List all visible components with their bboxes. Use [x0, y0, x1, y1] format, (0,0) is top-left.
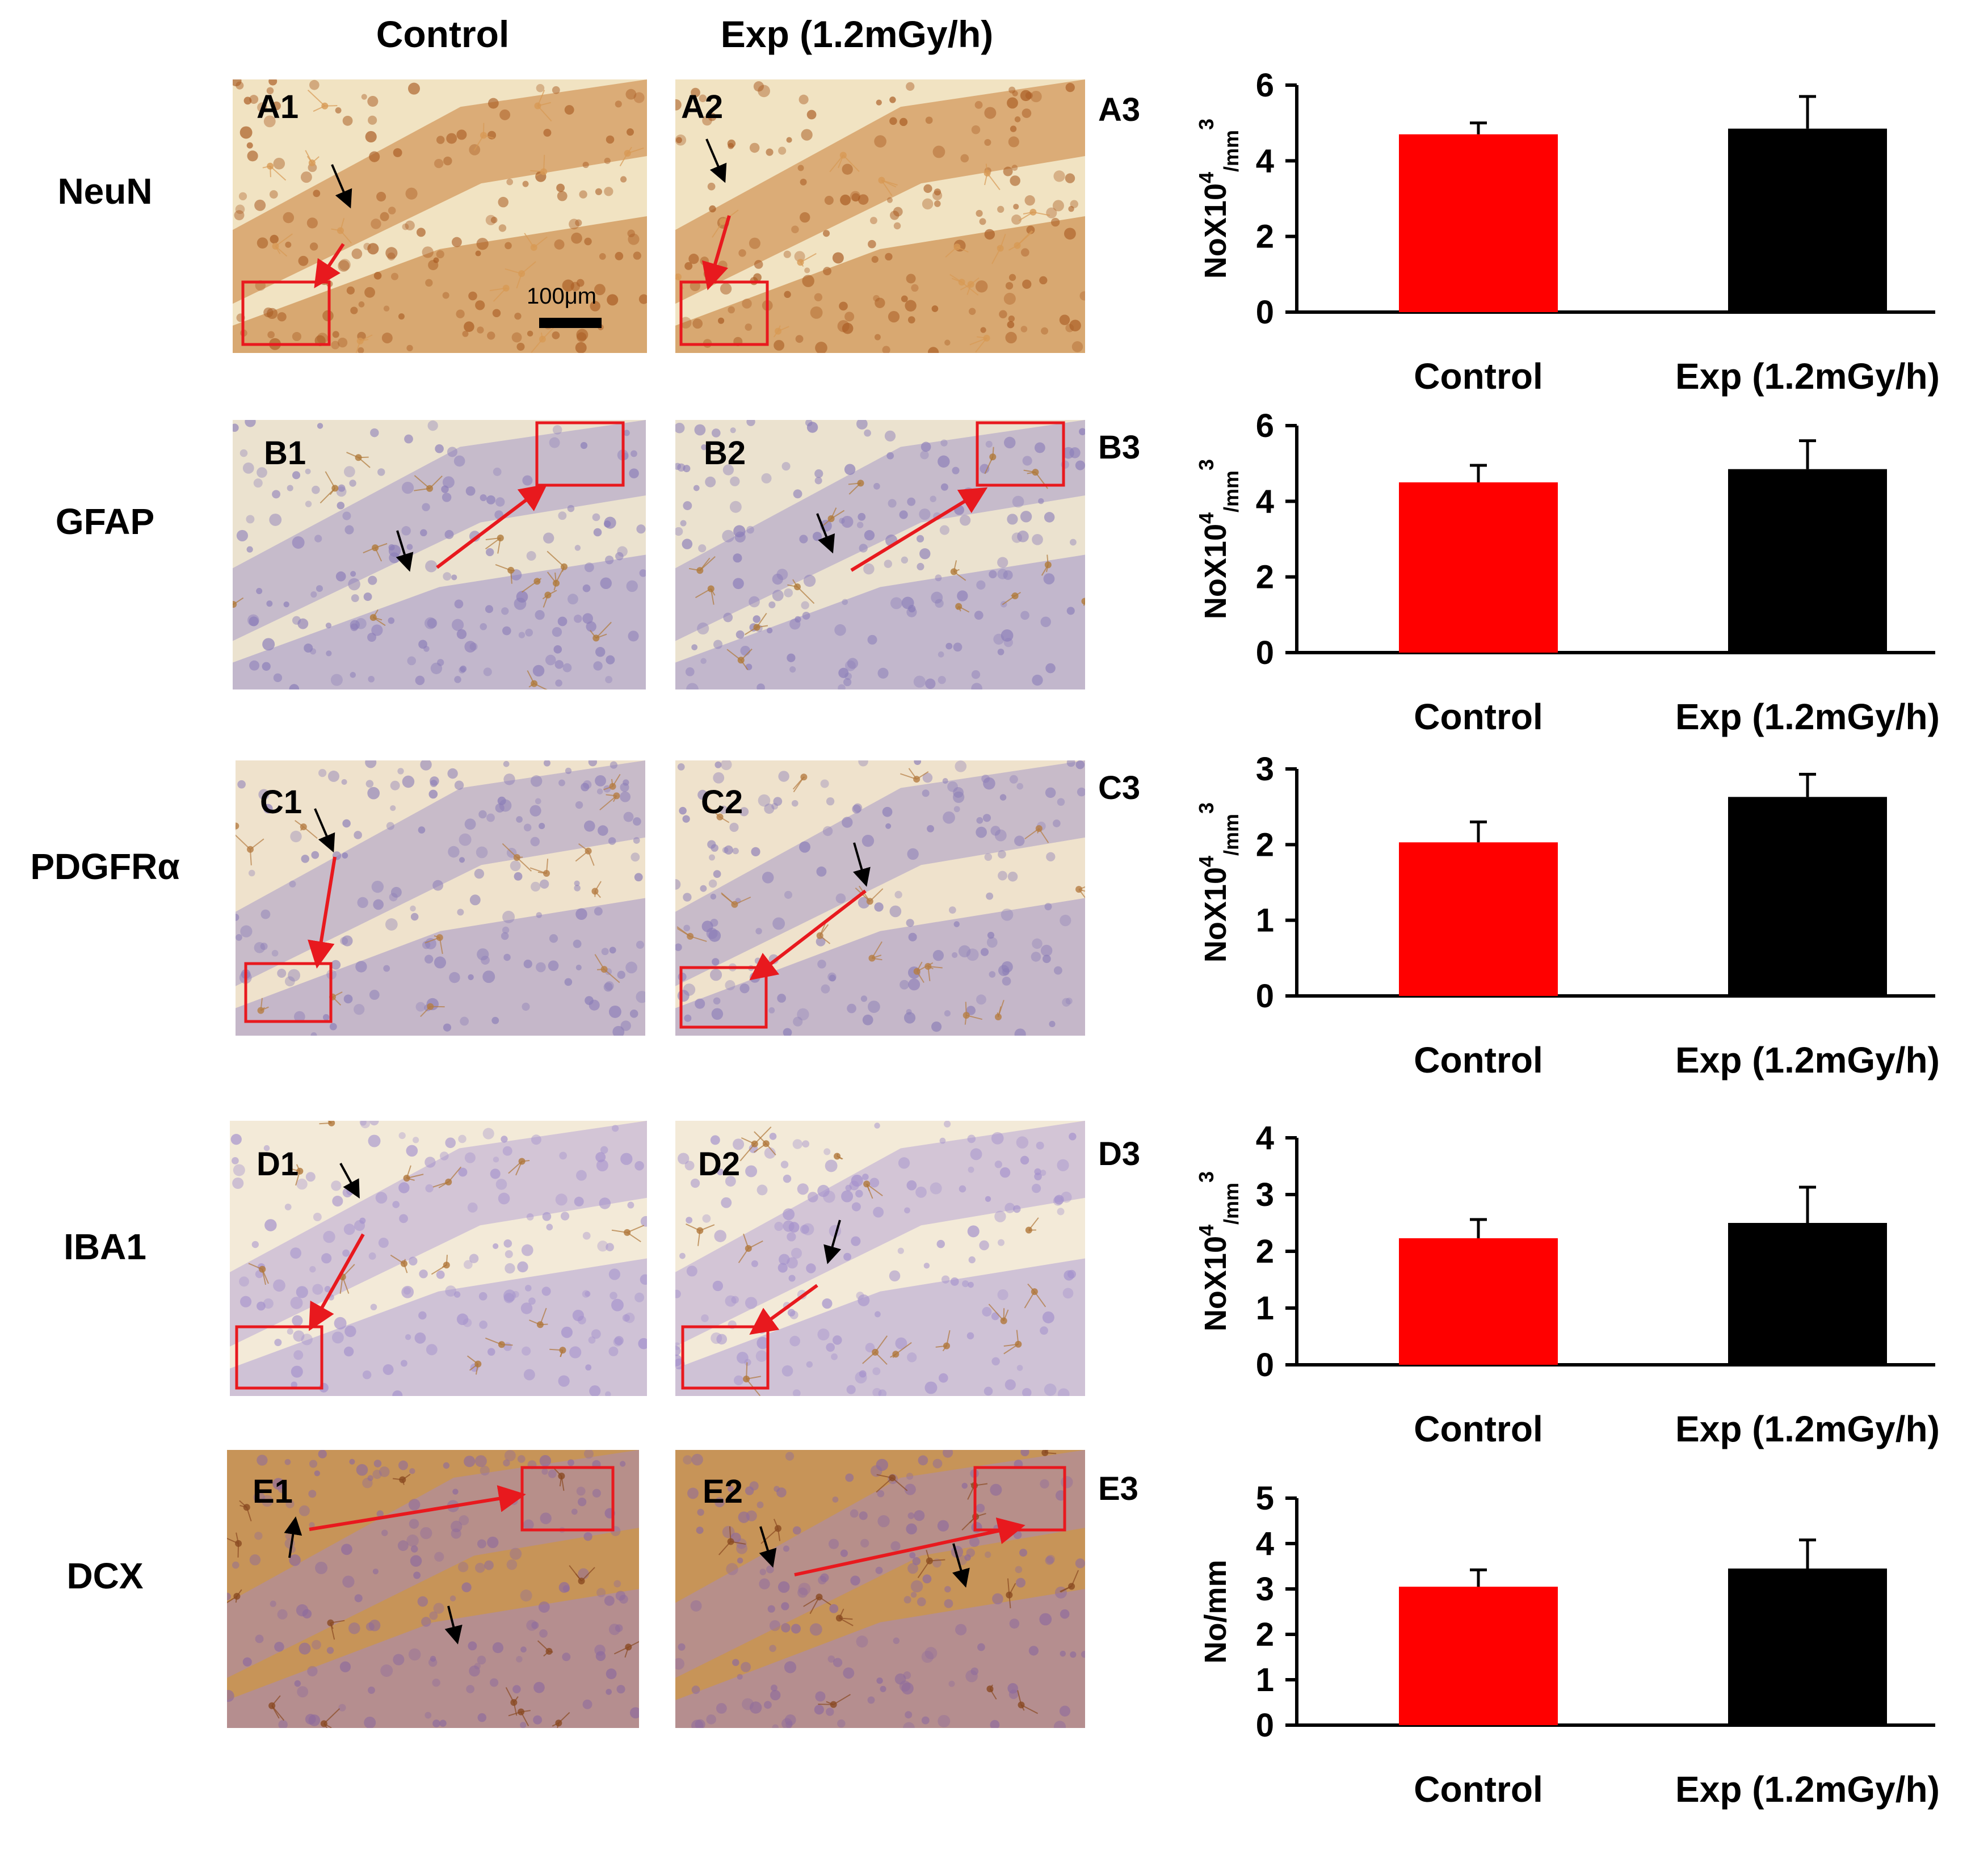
y-tick-label: 0	[1256, 1707, 1274, 1744]
panel-label-c1: C1	[260, 784, 302, 821]
row-label-neun: NeuN	[57, 171, 153, 212]
panel-label-a1: A1	[257, 89, 299, 125]
panel-label-d3: D3	[1098, 1136, 1141, 1172]
y-tick-label: 2	[1256, 559, 1274, 596]
column-header-control: Control	[376, 13, 510, 55]
y-tick-label: 0	[1256, 634, 1274, 671]
row-label-dcx: DCX	[66, 1555, 144, 1596]
bar-control	[1399, 1587, 1558, 1725]
x-category-label: Exp (1.2mGy/h)	[1675, 1769, 1940, 1810]
micrograph-d1	[230, 1121, 647, 1396]
bar-control	[1399, 1238, 1558, 1365]
panel-label-e2: E2	[703, 1473, 743, 1510]
y-tick-label: 4	[1256, 142, 1274, 179]
bar-exp	[1728, 469, 1887, 653]
y-tick-label: 3	[1256, 1176, 1274, 1213]
panel-label-e1: E1	[253, 1473, 293, 1510]
y-tick-label: 6	[1256, 67, 1274, 104]
y-tick-label: 1	[1256, 1290, 1274, 1327]
y-axis-label: NoX104/mm3	[1195, 1171, 1243, 1331]
micrograph-c2	[675, 760, 1085, 1036]
bar-exp	[1728, 1223, 1887, 1365]
y-tick-label: 4	[1256, 483, 1274, 520]
panel-label-d2: D2	[698, 1146, 741, 1183]
y-tick-label: 6	[1256, 407, 1274, 444]
y-tick-label: 1	[1256, 902, 1274, 939]
bar-exp	[1728, 128, 1887, 312]
y-tick-label: 4	[1256, 1120, 1274, 1157]
y-tick-label: 1	[1256, 1662, 1274, 1698]
x-category-label: Exp (1.2mGy/h)	[1675, 1040, 1940, 1080]
panel-label-c2: C2	[701, 784, 743, 821]
y-tick-label: 0	[1256, 978, 1274, 1015]
panel-label-b2: B2	[704, 435, 746, 472]
panel-label-b3: B3	[1098, 429, 1141, 466]
x-category-label: Exp (1.2mGy/h)	[1675, 356, 1940, 397]
y-tick-label: 3	[1256, 1571, 1274, 1608]
panel-label-a3: A3	[1098, 91, 1141, 128]
y-tick-label: 2	[1256, 1233, 1274, 1270]
scale-bar	[539, 318, 602, 328]
y-tick-label: 2	[1256, 826, 1274, 863]
x-category-label: Exp (1.2mGy/h)	[1675, 696, 1940, 737]
bar-exp	[1728, 797, 1887, 996]
chart-d3: 0 1 2 3 4 NoX104/mm3 Control Exp (1.2mGy/h)	[1180, 1115, 1986, 1467]
x-category-label: Control	[1414, 696, 1543, 737]
bar-control	[1399, 842, 1558, 996]
y-tick-label: 2	[1256, 1616, 1274, 1653]
y-axis-label: NoX104/mm3	[1195, 459, 1243, 619]
row-label-gfap: GFAP	[55, 501, 155, 542]
x-category-label: Control	[1414, 1408, 1543, 1449]
y-axis-label: No/mm	[1199, 1559, 1233, 1663]
panel-label-a2: A2	[681, 89, 724, 125]
column-header-exp: Exp (1.2mGy/h)	[720, 13, 994, 55]
row-label-iba1: IBA1	[64, 1226, 146, 1267]
y-tick-label: 2	[1256, 218, 1274, 255]
y-tick-label: 4	[1256, 1525, 1274, 1562]
x-category-label: Exp (1.2mGy/h)	[1675, 1408, 1940, 1449]
micrograph-c1	[236, 760, 645, 1036]
scale-bar-label: 100μm	[527, 284, 597, 309]
chart-b3: 0 2 4 6 NoX104/mm3 Control Exp (1.2mGy/h)	[1180, 403, 1986, 755]
chart-e3: 0 1 2 3 4 5 No/mm Control Exp (1.2mGy/h)	[1180, 1475, 1986, 1850]
chart-a3: 0 2 4 6 NoX104/mm3 Control Exp (1.2mGy/h)	[1180, 62, 1986, 414]
bar-exp	[1728, 1569, 1887, 1725]
y-tick-label: 3	[1256, 751, 1274, 788]
x-category-label: Control	[1414, 1769, 1543, 1810]
panel-label-d1: D1	[257, 1146, 299, 1183]
y-tick-label: 5	[1256, 1480, 1274, 1517]
row-label-pdgfra: PDGFRα	[30, 846, 180, 887]
bar-control	[1399, 482, 1558, 653]
chart-c3: 0 1 2 3 NoX104/mm3 Control Exp (1.2mGy/h)	[1180, 746, 1986, 1098]
panel-label-e3: E3	[1098, 1470, 1138, 1507]
y-tick-label: 0	[1256, 294, 1274, 331]
micrograph-d2	[675, 1121, 1085, 1396]
y-tick-label: 0	[1256, 1347, 1274, 1384]
x-category-label: Control	[1414, 356, 1543, 397]
panel-label-c3: C3	[1098, 770, 1141, 806]
y-axis-label: NoX104/mm3	[1195, 802, 1243, 962]
y-axis-label: NoX104/mm3	[1195, 119, 1243, 279]
panel-label-b1: B1	[264, 435, 306, 472]
micrograph-a2	[675, 79, 1085, 353]
x-category-label: Control	[1414, 1040, 1543, 1080]
bar-control	[1399, 134, 1558, 312]
